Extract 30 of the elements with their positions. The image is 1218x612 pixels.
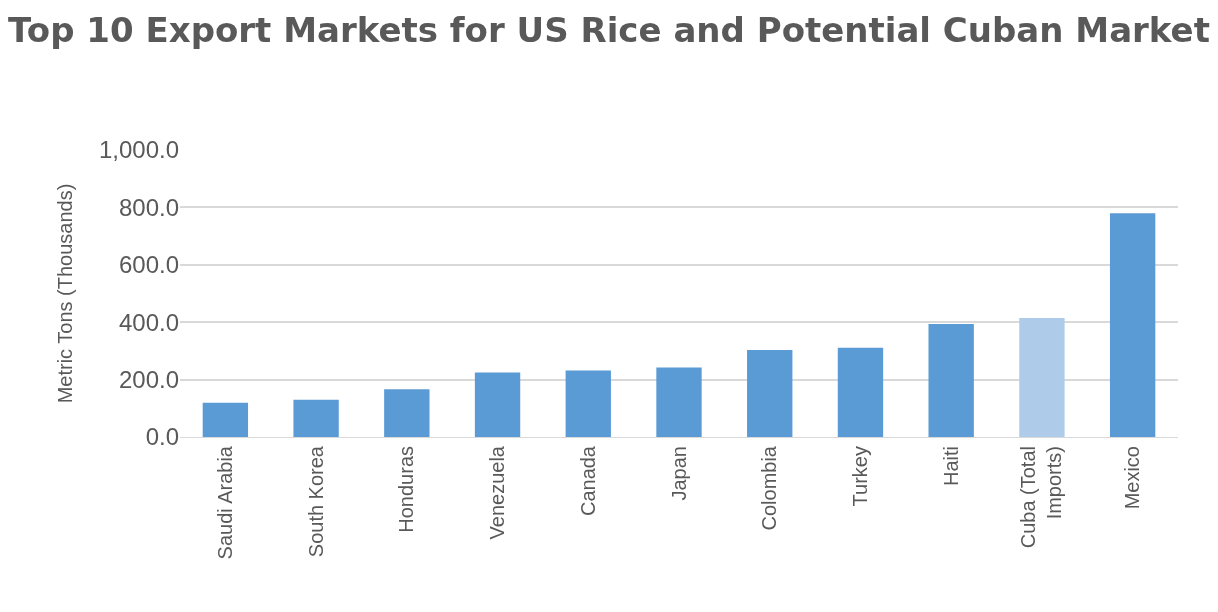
bar bbox=[384, 389, 430, 437]
y-tick-label: 1,000.0 bbox=[98, 136, 179, 164]
x-tick-label: Mexico bbox=[1121, 446, 1144, 510]
x-tick-label: Haiti bbox=[939, 446, 962, 487]
bar bbox=[474, 372, 521, 437]
bar bbox=[837, 347, 884, 437]
bar bbox=[1109, 213, 1156, 437]
bar bbox=[293, 399, 339, 437]
y-tick-label: 0.0 bbox=[145, 423, 179, 451]
y-tick-label: 200.0 bbox=[118, 366, 179, 393]
x-tick-label: Canada bbox=[576, 445, 599, 517]
y-tick-label: 600.0 bbox=[118, 251, 179, 279]
bar bbox=[928, 323, 974, 437]
x-tick-label: Japan bbox=[667, 446, 690, 501]
chart-title: Top 10 Export Markets for US Rice and Potential Cuban Market bbox=[8, 10, 1210, 51]
bar bbox=[202, 402, 249, 437]
y-tick-label: 400.0 bbox=[118, 308, 179, 336]
x-tick-label: Colombia bbox=[758, 445, 781, 531]
x-tick-label: Turkey bbox=[848, 446, 871, 507]
bar bbox=[1019, 317, 1065, 437]
x-tick-label: Venezuela bbox=[486, 445, 509, 540]
x-tick-label: Saudi Arabia bbox=[213, 445, 236, 560]
y-tick-label: 800.0 bbox=[118, 193, 179, 221]
x-tick-label: South Korea bbox=[304, 445, 327, 558]
x-tick-label: Honduras bbox=[395, 446, 418, 533]
bar bbox=[656, 367, 702, 437]
bar bbox=[747, 350, 793, 437]
x-tick-label: Cuba (Total Imports) bbox=[1017, 446, 1066, 549]
y-axis-title: Metric Tons (Thousands) bbox=[54, 183, 77, 404]
bar bbox=[565, 370, 611, 437]
